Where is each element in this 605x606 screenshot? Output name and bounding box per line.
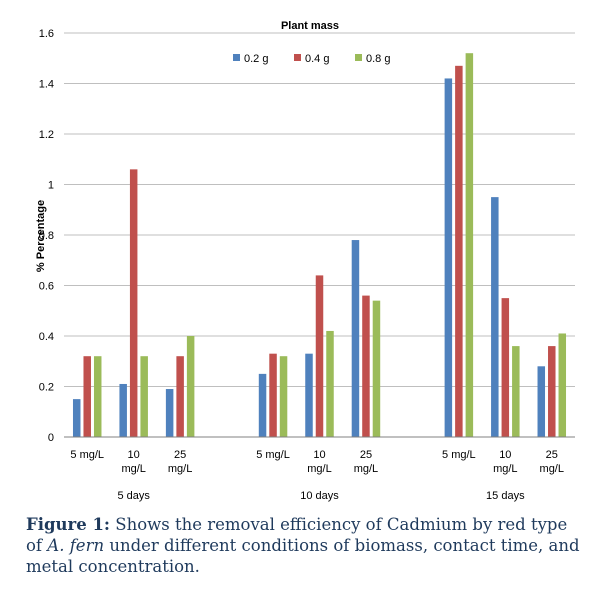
bar bbox=[279, 356, 288, 437]
x-tick-label: 5 mg/L bbox=[442, 449, 476, 461]
y-tick-label: 0.8 bbox=[39, 230, 54, 242]
bars bbox=[72, 53, 567, 437]
x-tick-label: 25 bbox=[174, 449, 186, 461]
x-tick-label: 10 bbox=[499, 449, 511, 461]
bar bbox=[93, 356, 102, 437]
y-tick-label: 1.4 bbox=[39, 79, 54, 91]
x-tick-label: 10 bbox=[128, 449, 140, 461]
y-tick-label: 0 bbox=[48, 432, 54, 444]
y-tick-label: 1 bbox=[48, 180, 54, 192]
legend-label: 0.4 g bbox=[305, 53, 329, 65]
x-tick-label: mg/L bbox=[540, 463, 564, 475]
bar bbox=[455, 65, 463, 437]
legend-swatch bbox=[355, 54, 362, 61]
bar bbox=[512, 346, 520, 437]
legend-label: 0.2 g bbox=[244, 53, 268, 65]
group-label: 5 days bbox=[117, 490, 150, 502]
legend: 0.2 g 0.4 g 0.8 g bbox=[233, 53, 390, 65]
legend-swatch bbox=[233, 54, 240, 61]
chart-title: Plant mass bbox=[281, 20, 339, 32]
bar bbox=[372, 300, 381, 437]
caption-text-after: under different conditions of biomass, c… bbox=[26, 536, 580, 576]
bar bbox=[119, 383, 127, 437]
bar bbox=[140, 356, 148, 437]
x-tick-label: 25 bbox=[360, 449, 372, 461]
x-tick-label: mg/L bbox=[354, 463, 378, 475]
x-tick-label: 10 bbox=[313, 449, 325, 461]
group-label: 10 days bbox=[300, 490, 339, 502]
x-tick-label: mg/L bbox=[307, 463, 331, 475]
axis: 0 0.2 0.4 0.6 0.8 1 1.2 1.4 1.6 5 mg/L 10 mg/L 25 mg/… bbox=[39, 28, 575, 502]
caption-label: Figure 1: bbox=[26, 515, 111, 534]
bar bbox=[558, 333, 567, 437]
bar bbox=[186, 336, 195, 437]
x-tick-label: mg/L bbox=[121, 463, 145, 475]
bar bbox=[501, 298, 510, 437]
y-axis-label: % Percentage bbox=[35, 200, 47, 272]
y-tick-label: 0.4 bbox=[39, 331, 54, 343]
bar bbox=[165, 389, 174, 437]
x-tick-label: 5 mg/L bbox=[256, 449, 290, 461]
bar bbox=[444, 78, 453, 437]
bar bbox=[129, 169, 138, 437]
x-tick-label: mg/L bbox=[493, 463, 517, 475]
bar bbox=[176, 356, 184, 437]
x-tick-label: 25 bbox=[546, 449, 558, 461]
bar bbox=[258, 373, 267, 437]
legend-swatch bbox=[294, 54, 301, 61]
bar bbox=[548, 346, 556, 437]
y-tick-label: 0.2 bbox=[39, 382, 54, 394]
bar bbox=[305, 353, 313, 437]
y-tick-label: 1.2 bbox=[39, 129, 54, 141]
figure-caption: Figure 1: Shows the removal efficiency o… bbox=[26, 514, 586, 577]
group-label: 15 days bbox=[486, 490, 525, 502]
bar bbox=[326, 330, 334, 437]
x-tick-label: mg/L bbox=[168, 463, 192, 475]
y-tick-label: 0.6 bbox=[39, 281, 54, 293]
bar-chart: Plant mass % Percentage 0 0.2 0.4 0.6 0.8 1 1.… bbox=[35, 20, 575, 502]
bar bbox=[83, 356, 91, 437]
bar bbox=[537, 366, 546, 437]
bar bbox=[315, 275, 324, 437]
y-tick-label: 1.6 bbox=[39, 28, 54, 40]
caption-text-before: Shows the removal efficiency of Cadmium … bbox=[26, 515, 568, 555]
legend-label: 0.8 g bbox=[366, 53, 390, 65]
bar bbox=[72, 399, 81, 437]
bar bbox=[465, 53, 474, 437]
bar bbox=[269, 353, 277, 437]
x-tick-label: 5 mg/L bbox=[70, 449, 104, 461]
bar bbox=[362, 295, 370, 437]
caption-species: A. fern bbox=[47, 536, 105, 555]
bar bbox=[491, 197, 499, 437]
bar bbox=[351, 240, 360, 437]
